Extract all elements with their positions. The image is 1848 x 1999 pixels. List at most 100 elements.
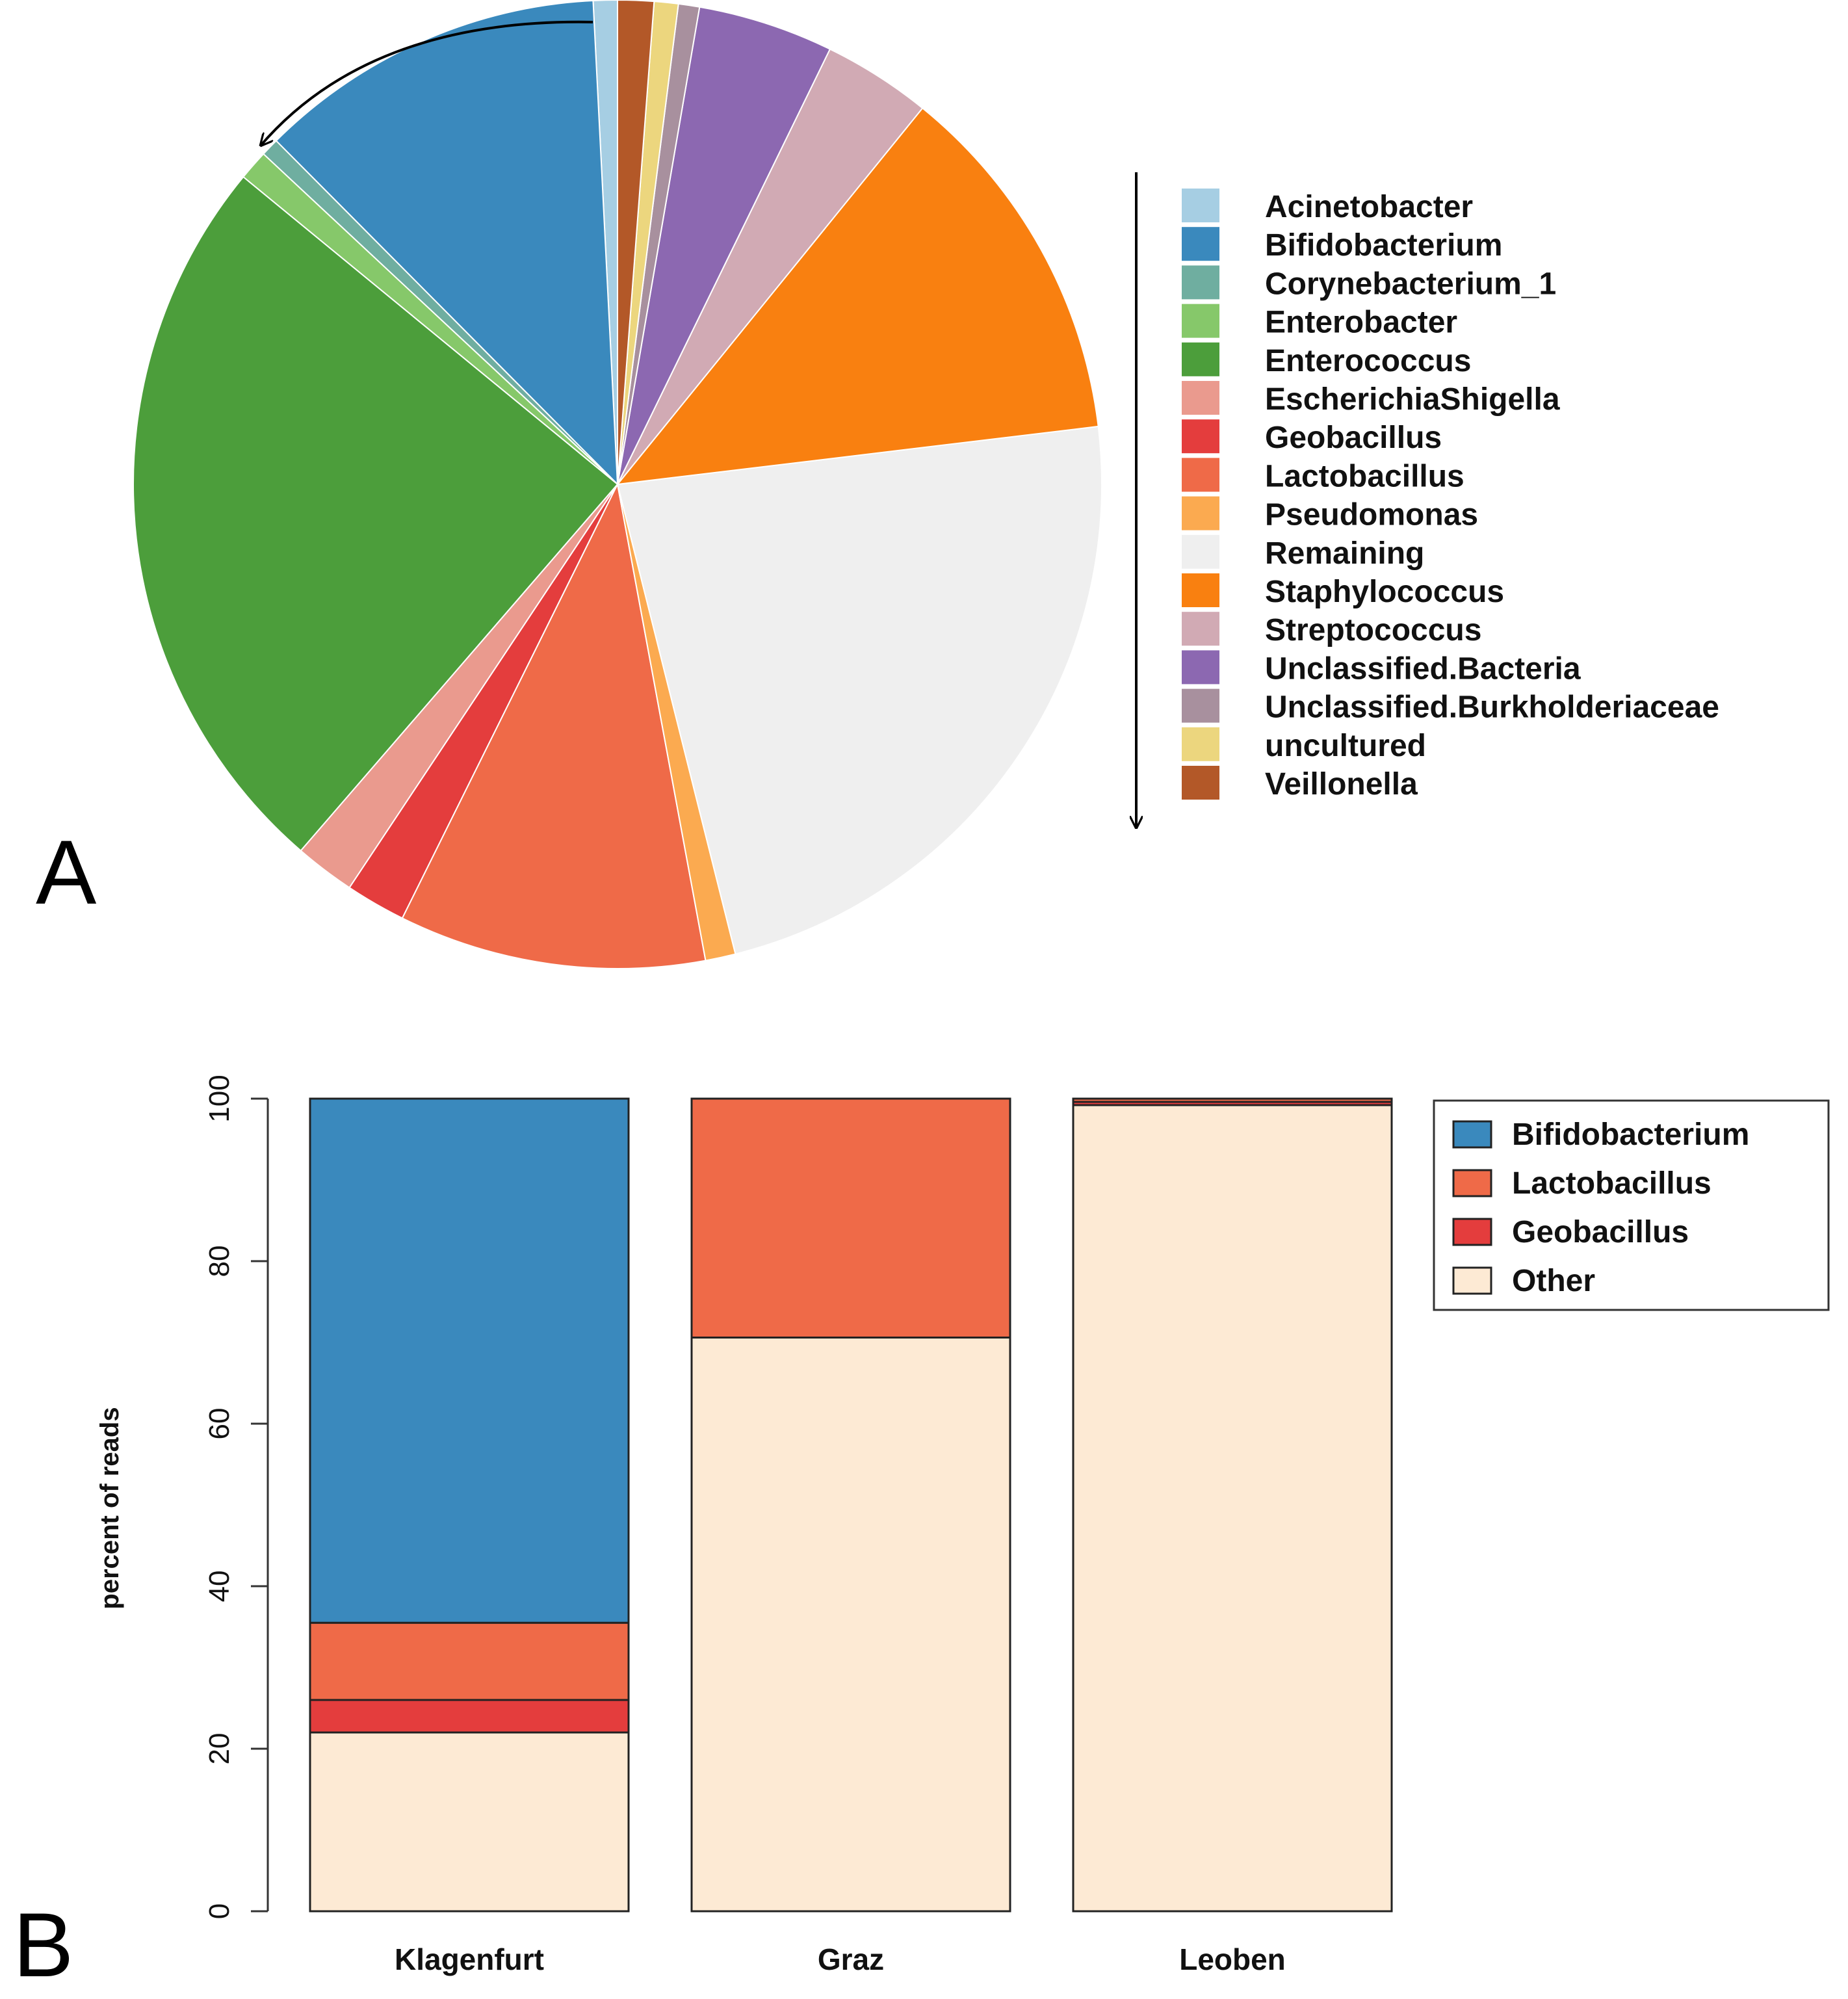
legend-swatch xyxy=(1182,227,1219,261)
bar-legend-label: Lactobacillus xyxy=(1512,1166,1711,1201)
legend-swatch xyxy=(1182,458,1219,492)
pie-direction-arrow xyxy=(260,20,593,146)
legend-label: Remaining xyxy=(1265,536,1424,571)
legend-label: Lactobacillus xyxy=(1265,459,1464,493)
bar-segment-klagenfurt-geobacillus xyxy=(309,1699,630,1734)
legend-swatch xyxy=(1182,265,1219,300)
bar-legend-label: Bifidobacterium xyxy=(1512,1117,1749,1152)
bar-legend-frame xyxy=(1433,1099,1830,1311)
x-category-label-leoben: Leoben xyxy=(1179,1942,1286,1976)
legend-label: Staphylococcus xyxy=(1265,575,1504,609)
legend-item-remaining: Remaining xyxy=(1182,534,1424,571)
legend-label: Bifidobacterium xyxy=(1265,228,1502,263)
bar-legend-item-bifidobacterium: Bifidobacterium xyxy=(1452,1117,1749,1152)
legend-label: uncultured xyxy=(1265,729,1426,763)
legend-item-streptococcus: Streptococcus xyxy=(1182,612,1481,647)
legend-swatch xyxy=(1182,650,1219,685)
y-tick-label: 20 xyxy=(203,1733,235,1765)
pie-slice-remaining xyxy=(616,425,1102,955)
bar-stacks xyxy=(309,1097,1393,1913)
legend-label: Enterobacter xyxy=(1265,306,1457,340)
y-axis-label: percent of reads xyxy=(96,1407,124,1609)
legend-label: Enterococcus xyxy=(1265,344,1471,378)
panel-b-label: B xyxy=(13,1894,73,1996)
x-category-label-graz: Graz xyxy=(818,1942,884,1976)
bar-stack-klagenfurt xyxy=(309,1097,630,1913)
legend-label: Unclassified.Bacteria xyxy=(1265,651,1581,686)
legend-item-uncultured: uncultured xyxy=(1182,727,1426,763)
bar-stack-leoben xyxy=(1072,1097,1393,1913)
y-tick-label: 40 xyxy=(203,1571,235,1602)
legend-item-geobacillus: Geobacillus xyxy=(1182,419,1442,455)
bar-stack-graz xyxy=(690,1097,1011,1913)
legend-label: Veillonella xyxy=(1265,767,1418,802)
legend-swatch xyxy=(1182,304,1219,338)
y-tick-label: 100 xyxy=(203,1075,235,1122)
bar-legend-swatch xyxy=(1452,1218,1492,1246)
legend-swatch xyxy=(1182,189,1219,222)
legend-swatch xyxy=(1182,534,1219,569)
pie-slices xyxy=(133,0,1102,969)
bar-segment-klagenfurt-other xyxy=(309,1731,630,1913)
x-category-label-klagenfurt: Klagenfurt xyxy=(395,1942,544,1976)
legend-item-enterococcus: Enterococcus xyxy=(1182,342,1471,378)
legend-item-unclassified-burkholderiaceae: Unclassified.Burkholderiaceae xyxy=(1182,688,1719,725)
legend-swatch xyxy=(1182,688,1219,723)
legend-swatch xyxy=(1182,381,1219,415)
legend-swatch xyxy=(1182,342,1219,376)
legend-swatch xyxy=(1182,766,1219,800)
pie-slice-veillonella xyxy=(617,0,655,485)
bar-segment-leoben-other xyxy=(1072,1104,1393,1913)
legend-label: Pseudomonas xyxy=(1265,498,1478,532)
legend-swatch xyxy=(1182,573,1219,607)
panel-a-label: A xyxy=(36,821,97,923)
y-tick-label: 0 xyxy=(203,1903,235,1919)
legend-swatch xyxy=(1182,496,1219,530)
pie-slice-bifidobacterium xyxy=(275,0,619,486)
bar-legend-swatch xyxy=(1452,1120,1492,1149)
legend-label: Streptococcus xyxy=(1265,613,1481,647)
bar-segment-leoben-lactobacillus xyxy=(1072,1097,1393,1103)
legend-swatch xyxy=(1182,727,1219,761)
legend-item-pseudomonas: Pseudomonas xyxy=(1182,496,1478,532)
legend-label: Acinetobacter xyxy=(1265,190,1473,224)
pie-chart-panel: Acinetobacter Bifidobacterium Corynebacter… xyxy=(36,0,1719,969)
pie-legend: Acinetobacter Bifidobacterium Corynebacter… xyxy=(1182,189,1719,802)
bar-chart-panel: 0 20 40 60 80 100 percent of reads Klagenfurt… xyxy=(13,1075,1830,1996)
legend-swatch xyxy=(1182,612,1219,646)
bar-legend-item-other: Other xyxy=(1452,1264,1595,1298)
legend-item-escherichiashigella: EscherichiaShigella xyxy=(1182,381,1560,417)
bar-legend: Bifidobacterium Lactobacillus Geobacillus O… xyxy=(1433,1099,1830,1311)
y-axis: 0 20 40 60 80 100 xyxy=(203,1075,269,1919)
bar-legend-swatch xyxy=(1452,1169,1492,1197)
legend-swatch xyxy=(1182,419,1219,454)
legend-item-enterobacter: Enterobacter xyxy=(1182,304,1457,340)
pie-slice-staphylococcus xyxy=(616,107,1099,486)
legend-item-acinetobacter: Acinetobacter xyxy=(1182,189,1473,224)
legend-item-corynebacterium-1: Corynebacterium_1 xyxy=(1182,265,1556,301)
bar-segment-klagenfurt-lactobacillus xyxy=(309,1621,630,1701)
legend-label: EscherichiaShigella xyxy=(1265,382,1560,417)
legend-item-unclassified-bacteria: Unclassified.Bacteria xyxy=(1182,650,1581,686)
bar-legend-label: Geobacillus xyxy=(1512,1215,1689,1249)
legend-item-bifidobacterium: Bifidobacterium xyxy=(1182,227,1502,263)
legend-item-lactobacillus: Lactobacillus xyxy=(1182,458,1464,493)
legend-label: Corynebacterium_1 xyxy=(1265,267,1556,301)
x-axis-categories: Klagenfurt Graz Leoben xyxy=(395,1942,1286,1976)
y-tick-label: 60 xyxy=(203,1408,235,1440)
legend-item-veillonella: Veillonella xyxy=(1182,766,1418,802)
bar-legend-item-geobacillus: Geobacillus xyxy=(1452,1215,1689,1249)
pie-slice-enterococcus xyxy=(133,176,619,852)
legend-label: Geobacillus xyxy=(1265,421,1442,455)
bar-segment-graz-other xyxy=(690,1337,1011,1913)
legend-label: Unclassified.Burkholderiaceae xyxy=(1265,690,1719,725)
bar-legend-label: Other xyxy=(1512,1264,1595,1298)
bar-segment-graz-lactobacillus xyxy=(690,1097,1011,1339)
legend-item-staphylococcus: Staphylococcus xyxy=(1182,573,1504,609)
bar-legend-swatch xyxy=(1452,1266,1492,1295)
bar-legend-item-lactobacillus: Lactobacillus xyxy=(1452,1166,1711,1201)
pie-slice-lactobacillus xyxy=(401,482,707,969)
bar-segment-klagenfurt-bifidobacterium xyxy=(309,1097,630,1624)
pie-slice-unclassified-bacteria xyxy=(617,6,831,485)
